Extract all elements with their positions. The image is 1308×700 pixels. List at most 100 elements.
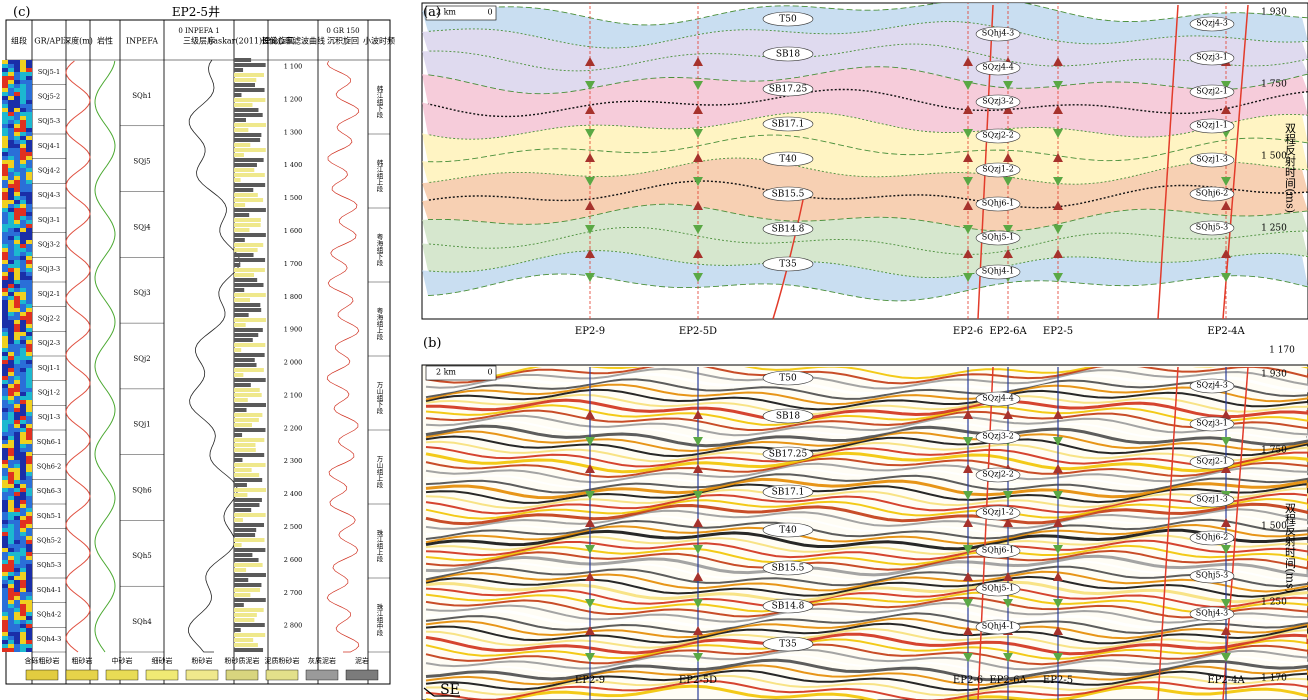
legend-swatch: [105, 669, 139, 681]
wavelet-cell: [2, 212, 8, 216]
horizon-label-a: SB14.8: [772, 601, 805, 611]
scale-km-a: 2 km: [436, 368, 456, 377]
formation-label: 粤海组下段: [375, 232, 383, 267]
wavelet-cell: [14, 112, 20, 116]
lithology-bar: [234, 608, 264, 612]
seismic-reflector: [425, 643, 1308, 666]
lithology-bar: [234, 198, 264, 202]
wavelet-cell: [20, 324, 26, 328]
wavelet-cell: [2, 524, 8, 528]
panel-a-label: (a): [423, 5, 441, 20]
down-triangle: [1053, 626, 1063, 635]
wavelet-cell: [2, 308, 8, 312]
up-triangle: [585, 599, 595, 608]
wavelet-cell: [20, 64, 26, 68]
up-triangle: [1053, 437, 1063, 446]
wavelet-cell: [2, 628, 8, 632]
wavelet-cell: [8, 560, 14, 564]
wavelet-cell: [14, 528, 20, 532]
wavelet-cell: [8, 508, 14, 512]
legend-label: 粉砂岩: [192, 656, 213, 665]
wavelet-cell: [2, 140, 8, 144]
wavelet-cell: [20, 344, 26, 348]
seismic-reflectors: [425, 367, 1308, 700]
wavelet-cell: [20, 288, 26, 292]
wavelet-cell: [26, 396, 32, 400]
small-cycle-label: SQj5-1: [38, 68, 60, 76]
wavelet-cell: [26, 184, 32, 188]
wavelet-cell: [20, 592, 26, 596]
wavelet-cell: [26, 120, 32, 124]
wavelet-cell: [20, 168, 26, 172]
wavelet-cell: [20, 540, 26, 544]
lithology-bar: [234, 113, 263, 117]
small-cycle-label: SQj4-1: [38, 142, 60, 150]
depth-tick: 2 500: [284, 523, 303, 531]
wavelet-cell: [20, 300, 26, 304]
lithology-bar: [234, 303, 261, 307]
wavelet-cell: [26, 368, 32, 372]
wavelet-cell: [14, 180, 20, 184]
down-triangle: [1053, 572, 1063, 581]
wavelet-cell: [14, 588, 20, 592]
wavelet-cell: [26, 420, 32, 424]
wavelet-cell: [20, 108, 26, 112]
cycle-tag: [1189, 454, 1235, 470]
lithology-bar: [234, 448, 256, 452]
up-triangle: [1003, 599, 1013, 608]
wavelet-cell: [14, 640, 20, 644]
lithology-bar: [234, 323, 246, 327]
lithology-bar: [234, 423, 252, 427]
sequence-boundary: [427, 273, 1308, 302]
wavelet-cell: [8, 444, 14, 448]
wavelet-cell: [8, 384, 14, 388]
wavelet-cell: [14, 628, 20, 632]
wavelet-cell: [2, 312, 8, 316]
seismic-reflector: [425, 372, 1308, 396]
lithology-bar: [234, 428, 266, 432]
seismic-reflector: [425, 378, 1308, 400]
legend-swatch: [25, 669, 59, 681]
wavelet-cell: [14, 352, 20, 356]
cycle-tag: [975, 230, 1021, 246]
wavelet-cell: [20, 296, 26, 300]
wavelet-cell: [20, 124, 26, 128]
fault-line: [1222, 4, 1249, 320]
up-triangle: [693, 545, 703, 554]
wavelet-cell: [20, 68, 26, 72]
sequence-label: SQj5: [133, 158, 150, 166]
lithology-bar: [234, 523, 265, 527]
small-cycle-label: SQj2-3: [38, 339, 60, 347]
wavelet-cell: [26, 604, 32, 608]
wavelet-cell: [14, 356, 20, 360]
wavelet-cell: [8, 492, 14, 496]
down-triangle: [1221, 249, 1231, 258]
wavelet-cell: [8, 548, 14, 552]
wavelet-cell: [2, 500, 8, 504]
lithology-bar: [234, 543, 242, 547]
wavelet-cell: [2, 504, 8, 508]
column-header: 三级层序: [183, 36, 215, 46]
wavelet-cell: [26, 596, 32, 600]
wavelet-cell: [26, 156, 32, 160]
wavelet-cell: [2, 452, 8, 456]
sequence-band: [422, 227, 1308, 278]
down-triangle: [963, 572, 973, 581]
legend-swatch: [345, 669, 379, 681]
wavelet-cell: [20, 164, 26, 168]
wavelet-cell: [2, 64, 8, 68]
wavelet-cell: [14, 96, 20, 100]
sequence-band: [422, 250, 1308, 301]
wavelet-cell: [8, 156, 14, 160]
wavelet-cell: [26, 512, 32, 516]
depth-tick: 2 800: [284, 622, 303, 630]
down-triangle: [1221, 105, 1231, 114]
up-triangle: [1221, 177, 1231, 186]
panel-b-label: (b): [423, 336, 441, 351]
wavelet-cell: [8, 604, 14, 608]
cycle-label-b: SQzj4-3: [1196, 19, 1228, 28]
wavelet-cell: [2, 556, 8, 560]
wavelet-cell: [2, 88, 8, 92]
wavelet-cell: [26, 300, 32, 304]
column-header: GR/API: [34, 37, 63, 46]
